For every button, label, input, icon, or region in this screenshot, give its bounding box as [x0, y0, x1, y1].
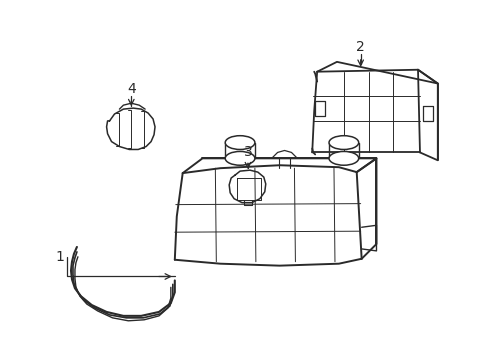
Text: 4: 4	[127, 82, 135, 96]
Text: 3: 3	[243, 145, 252, 159]
Ellipse shape	[328, 152, 358, 165]
Ellipse shape	[225, 136, 254, 149]
Text: 2: 2	[356, 40, 365, 54]
Ellipse shape	[328, 136, 358, 149]
Ellipse shape	[225, 152, 254, 165]
Text: 1: 1	[56, 250, 64, 264]
